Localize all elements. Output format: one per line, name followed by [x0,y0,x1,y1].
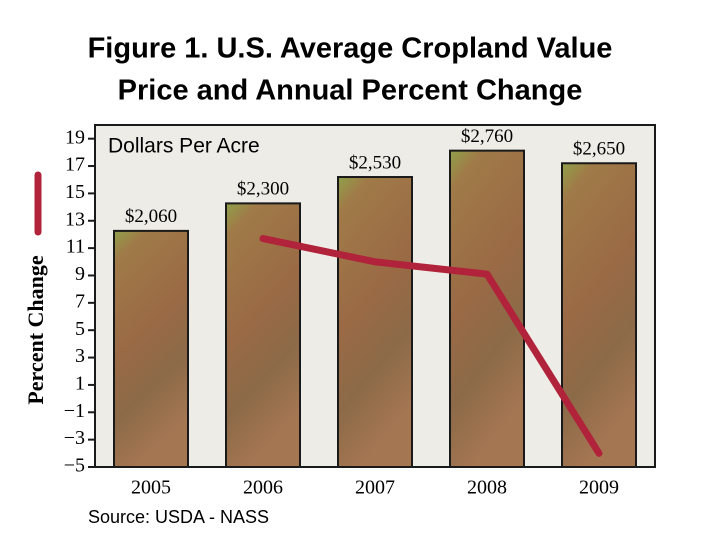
bar [561,162,637,468]
bar-value-label: $2,300 [237,179,289,200]
bar-value-label: $2,060 [125,206,177,227]
y-tick-label: 5 [75,318,85,340]
bar [113,229,189,468]
y-tick-label: −1 [64,400,85,422]
y-tick-label: 9 [75,263,85,285]
y-axis-label: Percent Change [23,255,48,405]
y-tick-label: 3 [75,345,85,367]
bar-value-label: $2,530 [349,152,401,173]
x-tick-label: 2009 [579,477,619,499]
y-tick-label: 15 [65,181,85,203]
y-tick-label: 17 [65,154,85,176]
x-tick-label: 2005 [131,477,171,499]
bar-value-label: $2,650 [573,139,625,160]
source: Source: USDA - NASS [88,507,269,527]
x-tick-label: 2007 [355,477,395,499]
y-tick-label: 11 [66,236,85,258]
x-tick-label: 2008 [467,477,507,499]
y-tick-label: −3 [64,427,85,449]
y-tick-label: 19 [65,126,85,148]
bar [337,176,413,468]
y-tick-label: −5 [64,455,85,477]
bar [449,149,525,468]
chart-title: Figure 1. U.S. Average Cropland Value [88,33,613,65]
y-tick-label: 7 [75,290,85,312]
bar-value-label: $2,760 [461,126,513,147]
y-tick-label: 1 [75,373,85,395]
bar [225,202,301,468]
chart-title: Price and Annual Percent Change [118,75,583,107]
x-tick-label: 2006 [243,477,283,499]
percent-change-line [259,235,603,457]
bar-legend: Dollars Per Acre [108,135,260,158]
y-tick-label: 13 [65,208,85,230]
